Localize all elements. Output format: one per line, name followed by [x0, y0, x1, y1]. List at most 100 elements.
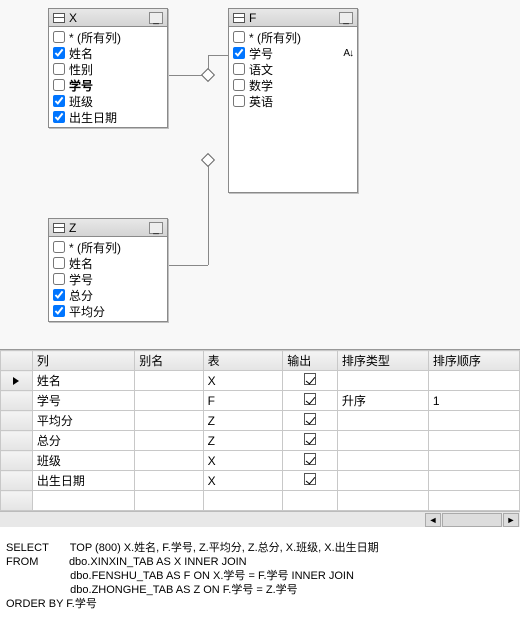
table-box-f[interactable]: F _ * (所有列)学号A↓语文数学英语: [228, 8, 358, 193]
grid-header[interactable]: 表: [203, 351, 283, 371]
grid-cell[interactable]: [428, 371, 519, 391]
grid-cell[interactable]: [32, 491, 134, 511]
field-row[interactable]: 学号: [49, 271, 167, 287]
field-row[interactable]: * (所有列): [49, 239, 167, 255]
field-row[interactable]: 总分: [49, 287, 167, 303]
grid-cell[interactable]: 学号: [32, 391, 134, 411]
field-checkbox[interactable]: [53, 257, 65, 269]
field-checkbox[interactable]: [233, 47, 245, 59]
grid-header[interactable]: 输出: [283, 351, 338, 371]
table-row[interactable]: 出生日期 X: [1, 471, 520, 491]
minimize-icon[interactable]: _: [339, 12, 353, 24]
table-row[interactable]: 总分 Z: [1, 431, 520, 451]
grid-cell[interactable]: [337, 451, 428, 471]
field-checkbox[interactable]: [53, 79, 65, 91]
grid-cell[interactable]: [337, 411, 428, 431]
join-diamond[interactable]: [201, 153, 215, 167]
field-row[interactable]: 平均分: [49, 303, 167, 319]
field-row[interactable]: 学号A↓: [229, 45, 357, 61]
field-checkbox[interactable]: [233, 63, 245, 75]
grid-cell[interactable]: F: [203, 391, 283, 411]
grid-cell[interactable]: [428, 411, 519, 431]
table-row[interactable]: 班级 X: [1, 451, 520, 471]
output-checkbox[interactable]: [304, 393, 316, 405]
grid-cell-output[interactable]: [283, 471, 338, 491]
grid-header[interactable]: 列: [32, 351, 134, 371]
field-row[interactable]: 数学: [229, 77, 357, 93]
grid-header[interactable]: 排序顺序: [428, 351, 519, 371]
row-header[interactable]: [1, 411, 33, 431]
grid-scrollbar[interactable]: ◄ ►: [0, 511, 520, 527]
field-row[interactable]: 出生日期: [49, 109, 167, 125]
scroll-thumb[interactable]: [442, 513, 502, 527]
grid-cell-output[interactable]: [283, 431, 338, 451]
field-checkbox[interactable]: [233, 31, 245, 43]
field-row[interactable]: * (所有列): [49, 29, 167, 45]
field-row[interactable]: 性别: [49, 61, 167, 77]
field-row[interactable]: 学号: [49, 77, 167, 93]
table-title-f[interactable]: F _: [229, 9, 357, 27]
grid-cell[interactable]: X: [203, 371, 283, 391]
field-checkbox[interactable]: [53, 111, 65, 123]
grid-cell[interactable]: [337, 371, 428, 391]
sql-pane[interactable]: SELECT TOP (800) X.姓名, F.学号, Z.平均分, Z.总分…: [0, 535, 520, 617]
table-title-z[interactable]: Z _: [49, 219, 167, 237]
grid-cell[interactable]: [337, 431, 428, 451]
field-checkbox[interactable]: [53, 47, 65, 59]
grid-cell[interactable]: [135, 451, 203, 471]
row-header[interactable]: [1, 431, 33, 451]
grid-cell[interactable]: 出生日期: [32, 471, 134, 491]
scroll-left-icon[interactable]: ◄: [425, 513, 441, 527]
grid-cell[interactable]: [135, 491, 203, 511]
grid-cell-output[interactable]: [283, 411, 338, 431]
output-checkbox[interactable]: [304, 473, 316, 485]
grid-header[interactable]: 排序类型: [337, 351, 428, 371]
grid-cell[interactable]: 班级: [32, 451, 134, 471]
grid-cell[interactable]: [135, 371, 203, 391]
grid-cell[interactable]: 升序: [337, 391, 428, 411]
grid-cell[interactable]: [428, 471, 519, 491]
grid-cell[interactable]: 1: [428, 391, 519, 411]
table-title-x[interactable]: X _: [49, 9, 167, 27]
output-checkbox[interactable]: [304, 373, 316, 385]
field-checkbox[interactable]: [53, 273, 65, 285]
table-row[interactable]: 平均分 Z: [1, 411, 520, 431]
field-checkbox[interactable]: [233, 79, 245, 91]
grid-cell-output[interactable]: [283, 391, 338, 411]
field-row[interactable]: 姓名: [49, 45, 167, 61]
field-checkbox[interactable]: [53, 241, 65, 253]
minimize-icon[interactable]: _: [149, 222, 163, 234]
diagram-pane[interactable]: X _ * (所有列)姓名性别学号班级出生日期 F _ * (所有列)学号A↓语…: [0, 0, 520, 350]
field-checkbox[interactable]: [233, 95, 245, 107]
field-checkbox[interactable]: [53, 31, 65, 43]
grid-cell[interactable]: X: [203, 471, 283, 491]
grid-cell[interactable]: Z: [203, 431, 283, 451]
grid-cell[interactable]: [135, 391, 203, 411]
join-diamond[interactable]: [201, 68, 215, 82]
grid-cell-output[interactable]: [283, 371, 338, 391]
grid-cell[interactable]: [135, 471, 203, 491]
table-box-z[interactable]: Z _ * (所有列)姓名学号总分平均分: [48, 218, 168, 322]
table-row[interactable]: [1, 491, 520, 511]
grid-cell[interactable]: 平均分: [32, 411, 134, 431]
grid-cell[interactable]: [428, 431, 519, 451]
grid-cell[interactable]: [428, 491, 519, 511]
grid-cell[interactable]: Z: [203, 411, 283, 431]
grid-cell[interactable]: [428, 451, 519, 471]
row-header[interactable]: [1, 371, 33, 391]
row-header[interactable]: [1, 451, 33, 471]
grid-cell[interactable]: 总分: [32, 431, 134, 451]
field-checkbox[interactable]: [53, 305, 65, 317]
grid-cell[interactable]: X: [203, 451, 283, 471]
grid-cell[interactable]: [337, 491, 428, 511]
row-header[interactable]: [1, 391, 33, 411]
grid-header[interactable]: 别名: [135, 351, 203, 371]
grid-cell-output[interactable]: [283, 451, 338, 471]
criteria-grid[interactable]: 列别名表输出排序类型排序顺序 姓名X学号F升序1平均分Z总分Z班级X出生日期X: [0, 350, 520, 511]
grid-cell[interactable]: [337, 471, 428, 491]
grid-cell[interactable]: [203, 491, 283, 511]
field-row[interactable]: 姓名: [49, 255, 167, 271]
field-checkbox[interactable]: [53, 95, 65, 107]
output-checkbox[interactable]: [304, 413, 316, 425]
criteria-grid-pane[interactable]: 列别名表输出排序类型排序顺序 姓名X学号F升序1平均分Z总分Z班级X出生日期X …: [0, 350, 520, 535]
